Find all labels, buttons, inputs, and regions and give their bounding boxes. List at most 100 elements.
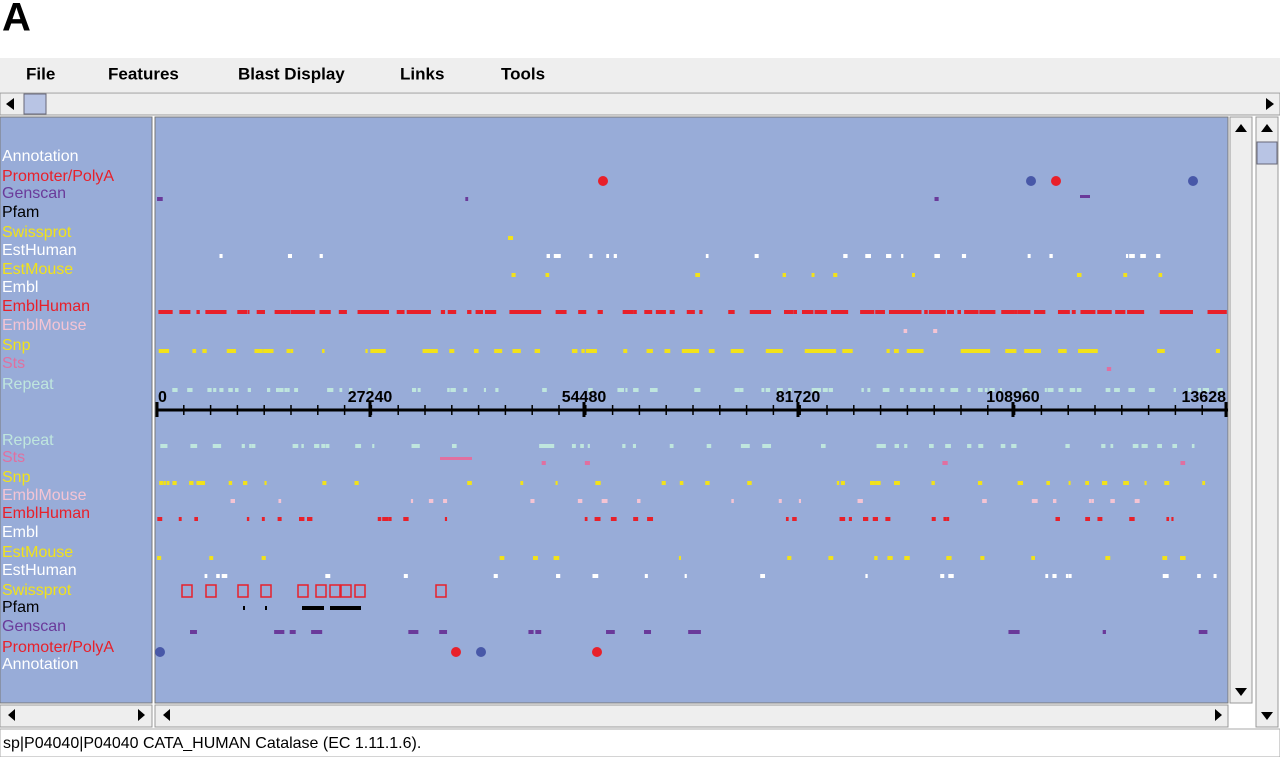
- feature: [192, 349, 197, 353]
- feature: [263, 349, 274, 353]
- feature: [412, 388, 417, 392]
- swissprot-box: [329, 584, 341, 598]
- feature: [1106, 367, 1112, 371]
- feature: [286, 349, 291, 353]
- feature: [261, 556, 266, 560]
- feature: [528, 630, 534, 634]
- feature: [510, 310, 520, 314]
- feature: [207, 388, 212, 392]
- feature: [1101, 444, 1106, 448]
- h-scrollbar-left[interactable]: [0, 704, 153, 728]
- feature: [172, 388, 178, 392]
- feature: [343, 310, 347, 314]
- feature: [1044, 388, 1047, 392]
- feature: [467, 481, 472, 485]
- feature: [1127, 310, 1136, 314]
- h-scrollbar-main[interactable]: [154, 704, 1229, 728]
- feature: [301, 444, 304, 448]
- feature: [1174, 310, 1178, 314]
- feature: [166, 481, 170, 485]
- feature: [961, 254, 967, 258]
- feature: [928, 388, 933, 392]
- feature: [158, 310, 162, 314]
- feature: [368, 310, 371, 314]
- menu-item[interactable]: Blast Display: [238, 64, 345, 83]
- feature: [681, 349, 693, 353]
- feature: [1202, 388, 1208, 392]
- feature: [1097, 310, 1104, 314]
- feature: [765, 388, 771, 392]
- feature: [447, 388, 450, 392]
- track-label: EstHuman: [2, 242, 77, 259]
- feature: [846, 349, 853, 353]
- menu-item[interactable]: Links: [400, 64, 444, 83]
- feature: [474, 349, 479, 353]
- feature: [580, 444, 584, 448]
- feature: [164, 444, 168, 448]
- status-text: sp|P04040|P04040 CATA_HUMAN Catalase (EC…: [3, 735, 421, 752]
- feature: [1069, 574, 1072, 578]
- feature: [556, 574, 561, 578]
- menu-item[interactable]: Tools: [501, 64, 545, 83]
- feature: [866, 310, 875, 314]
- feature: [219, 388, 224, 392]
- v-scrollbar-2[interactable]: [1255, 116, 1279, 728]
- track-label: Repeat: [2, 432, 54, 449]
- feature: [463, 388, 468, 392]
- feature: [1105, 556, 1111, 560]
- feature: [1162, 574, 1169, 578]
- menu-item[interactable]: File: [26, 64, 55, 83]
- h-scrollbar[interactable]: [0, 92, 1280, 116]
- feature: [731, 499, 734, 503]
- feature: [530, 499, 535, 503]
- scroll-thumb-2[interactable]: [1256, 141, 1278, 165]
- feature: [1057, 310, 1070, 314]
- feature: [205, 310, 214, 314]
- feature: [874, 556, 878, 560]
- feature: [610, 517, 617, 521]
- feature: [1031, 556, 1035, 560]
- feature: [1045, 574, 1049, 578]
- feature: [327, 388, 331, 392]
- feature: [228, 481, 233, 485]
- feature: [865, 254, 871, 258]
- feature: [289, 630, 296, 634]
- feature: [893, 310, 900, 314]
- feature: [157, 556, 162, 560]
- feature: [820, 444, 826, 448]
- feature: [325, 444, 330, 448]
- feature: [587, 349, 594, 353]
- feature: [1207, 310, 1220, 314]
- feature: [1218, 388, 1223, 392]
- feature: [625, 388, 628, 392]
- menu-item[interactable]: Features: [108, 64, 179, 83]
- feature: [1058, 388, 1064, 392]
- feature: [410, 499, 414, 503]
- feature: [553, 254, 558, 258]
- feature: [577, 499, 583, 503]
- feature: [396, 310, 405, 314]
- feature: [893, 349, 899, 353]
- feature: [1171, 517, 1174, 521]
- feature: [934, 197, 939, 201]
- feature: [159, 481, 164, 485]
- swissprot-box: [205, 584, 217, 598]
- feature: [172, 481, 177, 485]
- feature: [695, 273, 701, 277]
- v-scrollbar[interactable]: [1229, 116, 1253, 704]
- feature: [920, 388, 926, 392]
- feature: [1055, 517, 1060, 521]
- feature: [778, 499, 782, 503]
- feature: [830, 388, 833, 392]
- scroll-thumb[interactable]: [23, 93, 47, 115]
- genscan-gene: [1080, 195, 1090, 198]
- feature: [216, 444, 222, 448]
- feature: [1110, 444, 1114, 448]
- feature: [637, 499, 641, 503]
- promoter-dot: [1026, 176, 1036, 186]
- feature: [196, 310, 200, 314]
- swissprot-box: [237, 584, 249, 598]
- axis-label: 81720: [776, 389, 821, 406]
- feature: [1156, 254, 1161, 258]
- track-label: Snp: [2, 337, 31, 354]
